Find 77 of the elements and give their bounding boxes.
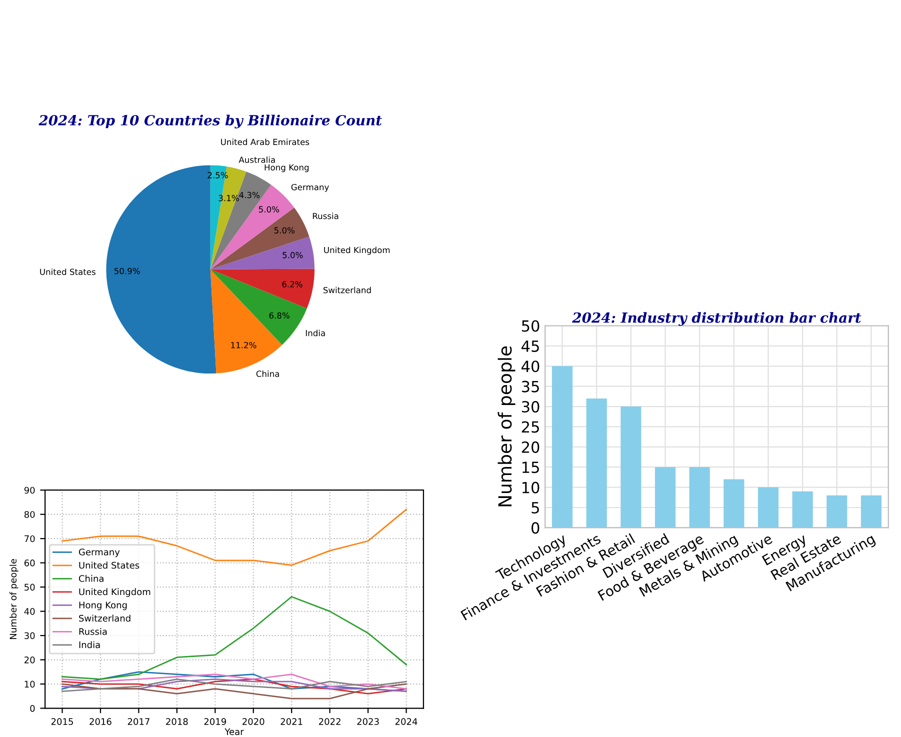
slice-label: India	[306, 330, 325, 336]
y-tick-label: 45	[522, 340, 539, 352]
data-label: 5.0%	[258, 206, 280, 213]
y-tick-label: 10	[522, 482, 540, 494]
data-label: 11.2%	[231, 342, 256, 348]
y-tick-label: 70	[24, 535, 35, 542]
x-tick-label: 2016	[90, 718, 112, 725]
bar	[620, 406, 642, 528]
y-tick-label: 25	[522, 421, 539, 433]
legend-label: United States	[79, 562, 140, 569]
data-label: 4.3%	[239, 192, 260, 198]
data-label: 6.2%	[282, 281, 302, 288]
x-axis-title: Year	[224, 728, 244, 736]
y-tick-label: 20	[522, 441, 540, 453]
legend-label: India	[79, 641, 100, 648]
data-label: 5.0%	[274, 227, 295, 234]
pie-slice	[210, 268, 315, 308]
x-tick-label: 2017	[128, 718, 150, 725]
line-series	[62, 596, 407, 680]
bar	[860, 495, 882, 528]
y-tick-label: 60	[24, 560, 35, 566]
slice-label: Australia	[238, 156, 275, 163]
x-tick-label: 2019	[204, 718, 226, 725]
bar	[724, 479, 744, 528]
pie-slice	[210, 236, 315, 270]
slice-label: United Kingdom	[324, 246, 390, 255]
bar	[758, 487, 779, 528]
bar	[792, 491, 813, 528]
bar	[552, 366, 573, 528]
y-tick-label: 40	[24, 608, 35, 615]
y-tick-label: 40	[522, 360, 540, 372]
slice-label: United States	[40, 268, 96, 276]
y-axis-title: Number of people	[498, 346, 516, 506]
y-tick-label: 0	[30, 704, 35, 712]
x-tick-label: 2015	[51, 718, 73, 725]
bar	[586, 398, 607, 528]
x-tick-label: 2022	[318, 718, 340, 725]
data-label: 50.9%	[114, 268, 140, 274]
y-tick-label: 50	[522, 320, 540, 332]
x-tick-label: 2023	[357, 718, 379, 725]
slice-label: China	[256, 370, 279, 377]
legend-label: United Kingdom	[79, 588, 150, 597]
pie-slice	[210, 208, 310, 270]
bar	[826, 495, 848, 528]
legend-label: Hong Kong	[79, 602, 127, 610]
y-tick-label: 50	[24, 584, 35, 591]
x-tick-label: 2024	[395, 718, 418, 725]
y-tick-label: 0	[532, 522, 540, 534]
bar	[689, 467, 710, 528]
y-tick-label: 30	[522, 400, 540, 413]
x-tick-label: 2018	[166, 718, 188, 725]
data-label: 5.0%	[282, 252, 303, 258]
y-tick-label: 90	[24, 486, 35, 494]
x-tick-label: 2021	[280, 718, 302, 725]
y-tick-label: 30	[24, 632, 35, 640]
slice-label: Germany	[291, 184, 329, 192]
slice-label: Russia	[312, 212, 338, 220]
chart-title: 2024: Industry distribution bar chart	[572, 312, 862, 326]
bar	[654, 467, 676, 528]
data-label: 6.8%	[269, 312, 290, 319]
x-tick-label: 2020	[242, 718, 264, 725]
y-axis-title: Number of people	[10, 559, 18, 639]
slice-label: Switzerland	[323, 286, 371, 294]
slice-label: United Arab Emirates	[221, 138, 310, 146]
y-tick-label: 5	[532, 502, 539, 514]
chart-title: 2024: Top 10 Countries by Billionaire Count	[38, 114, 382, 128]
y-tick-label: 20	[24, 656, 35, 664]
legend-label: Germany	[78, 548, 120, 558]
legend-label: China	[78, 574, 104, 582]
y-tick-label: 15	[522, 462, 539, 474]
y-tick-label: 80	[24, 511, 35, 518]
line-series	[62, 683, 407, 700]
slice-label: Hong Kong	[264, 164, 309, 172]
legend-label: Switzerland	[79, 614, 130, 622]
y-tick-label: 35	[522, 380, 539, 392]
legend-label: Russia	[79, 628, 107, 635]
y-tick-label: 10	[24, 680, 35, 688]
